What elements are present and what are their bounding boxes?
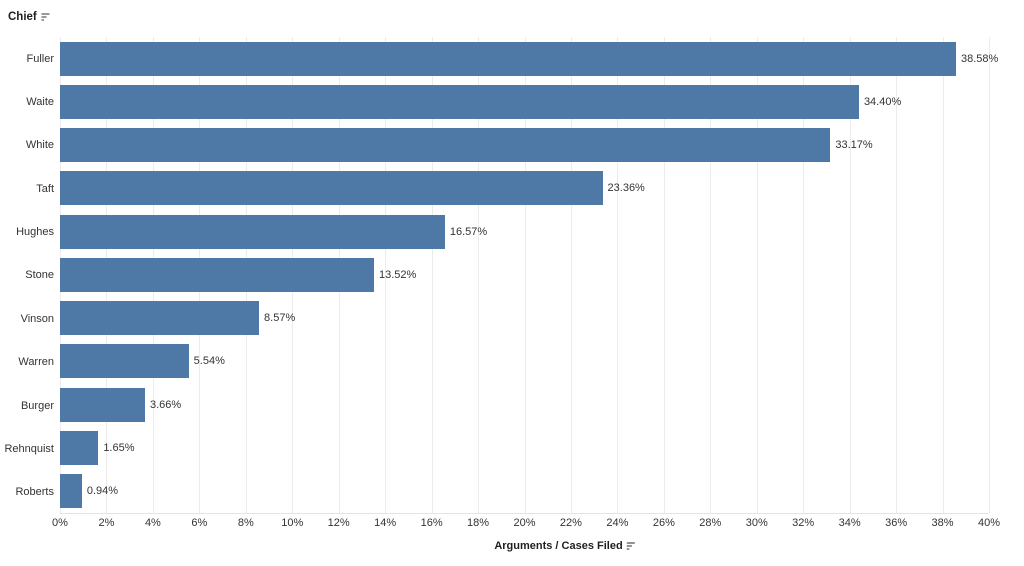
bar-value-label: 8.57% (264, 312, 296, 325)
gridline (570, 37, 572, 513)
bar-hughes[interactable] (60, 214, 445, 249)
x-axis-title-label: Arguments / Cases Filed (494, 540, 623, 552)
bar-row: 34.40% (60, 80, 989, 123)
bar-row: 33.17% (60, 124, 989, 167)
bar-fuller[interactable] (60, 41, 957, 76)
x-tick-label: 14% (374, 517, 397, 529)
bar-row: 3.66% (60, 383, 989, 426)
x-tick-label: 16% (420, 517, 443, 529)
x-tick-label: 2% (98, 517, 115, 529)
bar-value-label: 34.40% (863, 95, 902, 108)
bar-row: 23.36% (60, 167, 989, 210)
bar-row: 38.58% (60, 37, 998, 80)
bar-value-label: 3.66% (150, 398, 182, 411)
gridline (617, 37, 619, 513)
bar-row: 13.52% (60, 253, 989, 296)
x-tick-label: 18% (467, 517, 490, 529)
x-tick-label: 4% (144, 517, 161, 529)
category-label[interactable]: Roberts (15, 486, 54, 499)
x-tick-label: 20% (513, 517, 536, 529)
x-tick-label: 30% (745, 517, 768, 529)
bar-row: 8.57% (60, 297, 989, 340)
bar-rehnquist[interactable] (60, 431, 99, 466)
x-tick-label: 22% (559, 517, 582, 529)
bar-warren[interactable] (60, 344, 189, 379)
sort-descending-icon[interactable] (41, 12, 52, 22)
bar-burger[interactable] (60, 387, 145, 422)
category-label[interactable]: Waite (26, 96, 54, 109)
category-label[interactable]: Hughes (16, 226, 54, 239)
bar-value-label: 23.36% (607, 182, 645, 195)
gridline (803, 37, 805, 513)
gridline (663, 37, 665, 513)
x-tick-label: 24% (606, 517, 629, 529)
bar-row: 16.57% (60, 210, 989, 253)
x-tick-label: 34% (838, 517, 861, 529)
bar-row: 0.94% (60, 470, 989, 513)
gridline (431, 37, 433, 513)
bar-value-label: 5.54% (193, 355, 225, 368)
row-field-header[interactable]: Chief (8, 11, 52, 23)
bar-white[interactable] (60, 128, 831, 163)
bar-value-label: 1.65% (103, 442, 135, 455)
x-tick-label: 0% (52, 517, 68, 529)
x-axis-title: Arguments / Cases Filed (494, 540, 637, 552)
bar-vinson[interactable] (60, 301, 260, 336)
x-tick-label: 26% (652, 517, 675, 529)
category-label[interactable]: White (25, 139, 54, 152)
gridline (849, 37, 851, 513)
gridline (896, 37, 898, 513)
bar-roberts[interactable] (60, 474, 82, 509)
gridline (942, 37, 944, 513)
x-tick-label: 10% (281, 517, 304, 529)
category-label[interactable]: Rehnquist (4, 442, 54, 455)
x-tick-label: 38% (931, 517, 954, 529)
bar-value-label: 38.58% (961, 52, 999, 65)
bar-stone[interactable] (60, 257, 374, 292)
x-tick-label: 32% (792, 517, 815, 529)
gridline (989, 37, 990, 513)
category-label[interactable]: Taft (36, 182, 54, 195)
category-axis: Fuller Waite White Taft Hughes Stone Vinson War… (0, 37, 54, 514)
bar-value-label: 13.52% (379, 268, 417, 281)
category-label[interactable]: Warren (18, 356, 54, 369)
x-tick-label: 6% (191, 517, 208, 529)
category-label[interactable]: Burger (20, 399, 54, 412)
row-field-label: Chief (8, 11, 37, 23)
bar-row: 5.54% (60, 340, 989, 383)
gridline (478, 37, 480, 513)
bar-value-label: 0.94% (86, 485, 119, 498)
bar-waite[interactable] (60, 84, 859, 119)
bar-value-label: 33.17% (835, 139, 873, 152)
bar-value-label: 16.57% (449, 225, 488, 238)
gridline (524, 37, 526, 513)
category-label[interactable]: Stone (25, 269, 54, 282)
bar-taft[interactable] (60, 171, 603, 206)
category-label[interactable]: Vinson (20, 312, 54, 325)
bar-rows: 38.58% 34.40% 33.17% 23.36% 16.57% 13.52% 8.57… (60, 37, 998, 513)
x-tick-label: 28% (699, 517, 722, 529)
x-tick-label: 12% (327, 517, 350, 529)
bar-row: 1.65% (60, 426, 989, 469)
x-tick-label: 36% (885, 517, 908, 529)
plot-area: 38.58% 34.40% 33.17% 23.36% 16.57% 13.52% 8.57… (60, 37, 998, 514)
sort-descending-icon[interactable] (627, 541, 638, 551)
x-tick-label: 8% (237, 517, 254, 529)
gridline (756, 37, 758, 513)
gridline (710, 37, 712, 513)
x-axis-ticks: 0% 2% 4% 6% 8% 10% 12% 14% 16% 18% 20% 22% 24% 26% 28%… (0, 517, 1024, 531)
gridline (385, 37, 387, 513)
category-label[interactable]: Fuller (26, 52, 54, 65)
x-tick-label: 40% (977, 517, 1001, 529)
